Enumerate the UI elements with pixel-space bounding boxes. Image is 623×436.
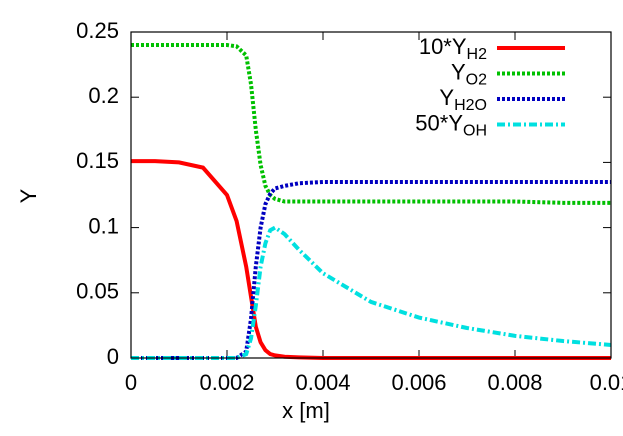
y-tick-label: 0.25 xyxy=(76,18,119,43)
legend-label: YO2 xyxy=(451,59,487,88)
x-tick-label: 0.002 xyxy=(199,370,254,395)
plot-frame xyxy=(130,31,612,359)
y-tick-label: 0.05 xyxy=(76,279,119,304)
legend-subscript: O2 xyxy=(466,72,487,89)
series-line xyxy=(131,159,611,360)
legend-name: Y xyxy=(439,85,454,110)
x-axis-label: x [m] xyxy=(282,398,330,423)
legend-subscript: H2 xyxy=(467,46,488,63)
x-tick-label: 0 xyxy=(125,370,137,395)
y-tick-label: 0.15 xyxy=(76,148,119,173)
y-tick-label: 0.1 xyxy=(88,213,119,238)
legend-subscript: OH xyxy=(463,123,487,140)
y-tick-label: 0.2 xyxy=(88,83,119,108)
x-tick-label: 0.008 xyxy=(487,370,542,395)
x-tick-label: 0.004 xyxy=(295,370,350,395)
series-line xyxy=(131,225,612,360)
y-tick-label: 0 xyxy=(107,344,119,369)
x-tick-label: 0.01 xyxy=(590,370,623,395)
x-tick-label: 0.006 xyxy=(391,370,446,395)
legend-name: 10*Y xyxy=(419,34,467,59)
legend-label: YH2O xyxy=(439,85,487,114)
legend-label: 10*YH2 xyxy=(419,34,487,63)
legend-name: 50*Y xyxy=(415,110,463,135)
legend-name: Y xyxy=(451,59,466,84)
y-axis-label: Y xyxy=(16,188,41,203)
legend-subscript: H2O xyxy=(454,97,487,114)
legend-label: 50*YOH xyxy=(415,110,487,139)
series-line xyxy=(131,43,611,205)
series-line xyxy=(131,179,611,360)
